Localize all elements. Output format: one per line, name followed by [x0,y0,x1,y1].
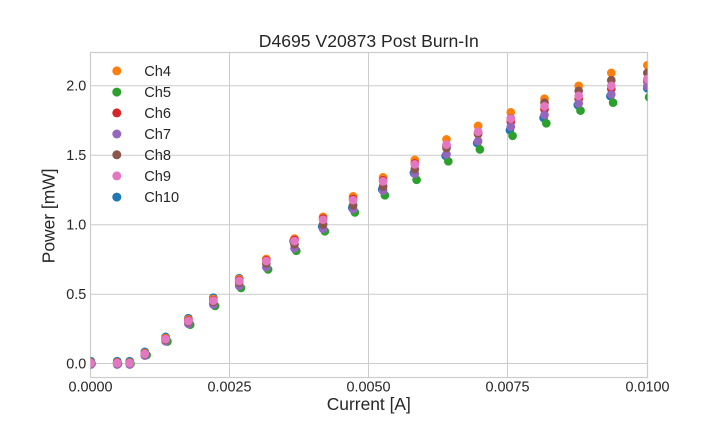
svg-text:0.0050: 0.0050 [346,380,390,396]
svg-text:Current [A]: Current [A] [327,394,411,414]
svg-text:Ch9: Ch9 [144,169,171,185]
svg-text:1.0: 1.0 [66,218,86,234]
svg-text:2.0: 2.0 [66,79,86,95]
svg-text:0.0075: 0.0075 [485,380,529,396]
svg-text:0.0000: 0.0000 [68,380,112,396]
svg-text:Ch5: Ch5 [144,85,171,101]
svg-text:Ch7: Ch7 [144,127,171,143]
svg-text:0.0025: 0.0025 [207,380,251,396]
svg-text:1.5: 1.5 [66,148,86,164]
svg-text:Ch10: Ch10 [144,190,179,206]
svg-text:Ch4: Ch4 [144,64,171,80]
svg-text:0.0: 0.0 [66,357,86,373]
svg-text:Power [mW]: Power [mW] [39,169,59,264]
svg-text:0.5: 0.5 [66,287,86,303]
svg-text:0.0100: 0.0100 [625,380,669,396]
svg-text:Ch8: Ch8 [144,148,171,164]
svg-text:Ch6: Ch6 [144,106,171,122]
svg-text:D4695 V20873 Post Burn-In: D4695 V20873 Post Burn-In [259,31,479,51]
